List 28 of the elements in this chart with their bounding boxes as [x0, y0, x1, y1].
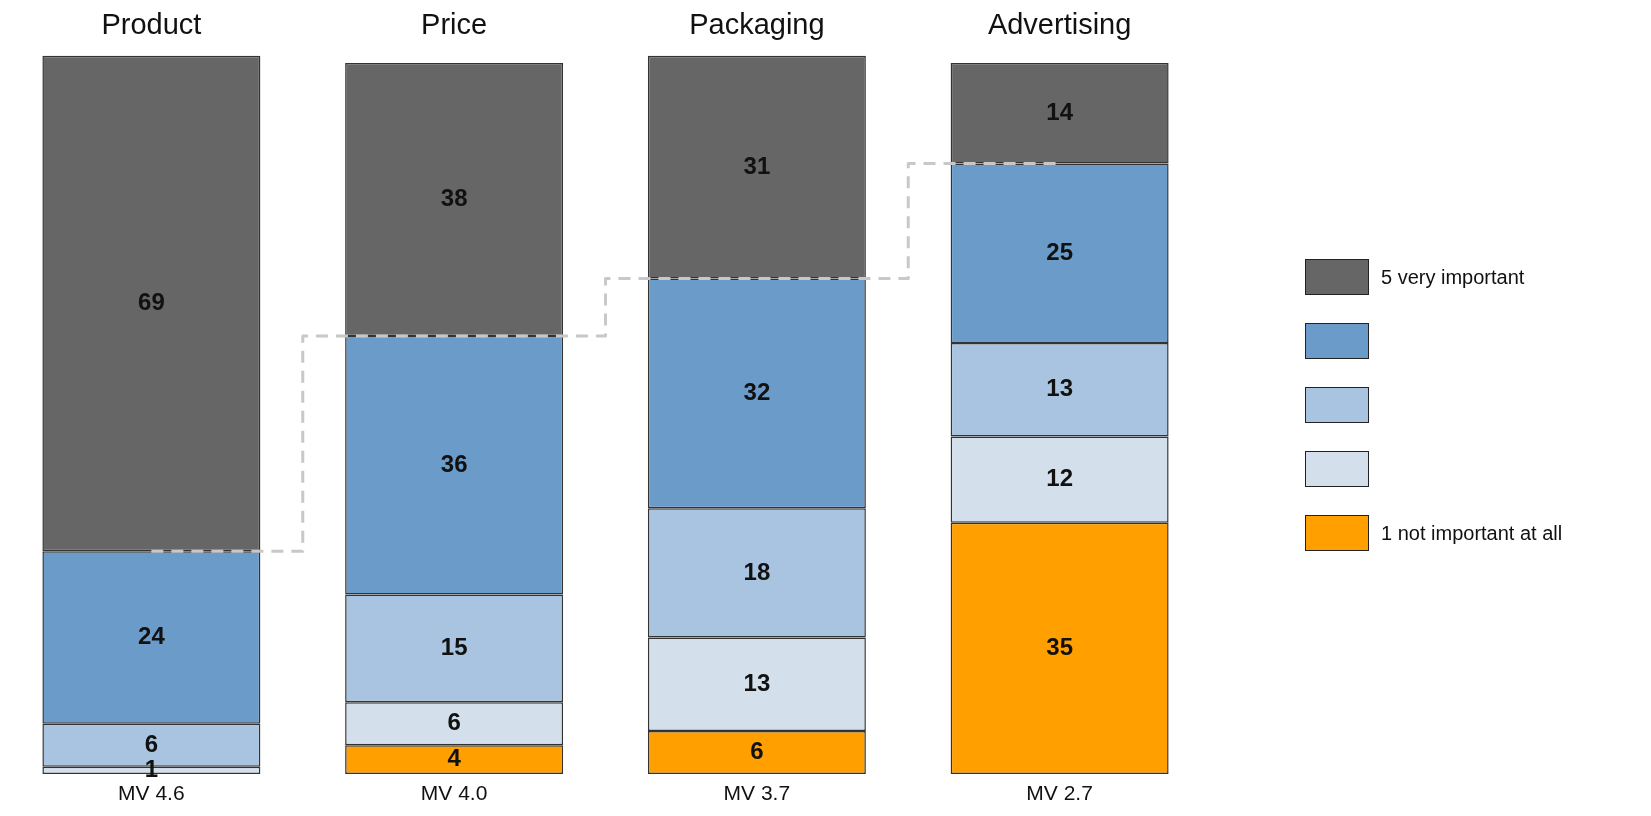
x-tick-label: Advertising	[987, 8, 1132, 41]
data-label: 6	[447, 708, 461, 736]
data-label: 25	[1046, 237, 1073, 265]
data-label: 4	[447, 744, 462, 772]
x-tick-label: Price	[421, 8, 488, 41]
data-label: 32	[743, 377, 771, 405]
data-label: 31	[743, 151, 771, 179]
text: MV 2.7	[1026, 781, 1093, 805]
data-label: 6	[750, 737, 764, 765]
data-label: 6	[144, 729, 159, 757]
data-label: 18	[743, 557, 771, 585]
text: MV 3.7	[723, 781, 791, 805]
data-label: 12	[1046, 464, 1073, 492]
data-label: 69	[138, 288, 165, 316]
legend-label: 1 not important at all	[1381, 521, 1563, 545]
data-label: 13	[1046, 374, 1073, 402]
data-label: 14	[1046, 97, 1074, 125]
legend-label: 5 very important	[1381, 265, 1525, 289]
data-label: 36	[440, 449, 468, 477]
x-tick-label: Product	[101, 8, 202, 41]
data-label: 13	[743, 668, 771, 696]
data-label: 38	[440, 184, 468, 212]
text: MV 4.6	[118, 781, 185, 805]
x-tick-label: Packaging	[689, 8, 825, 41]
text: MV 4.0	[420, 781, 488, 805]
data-label: 24	[138, 622, 166, 650]
data-label: 15	[440, 632, 468, 660]
data-label: 35	[1046, 632, 1073, 660]
